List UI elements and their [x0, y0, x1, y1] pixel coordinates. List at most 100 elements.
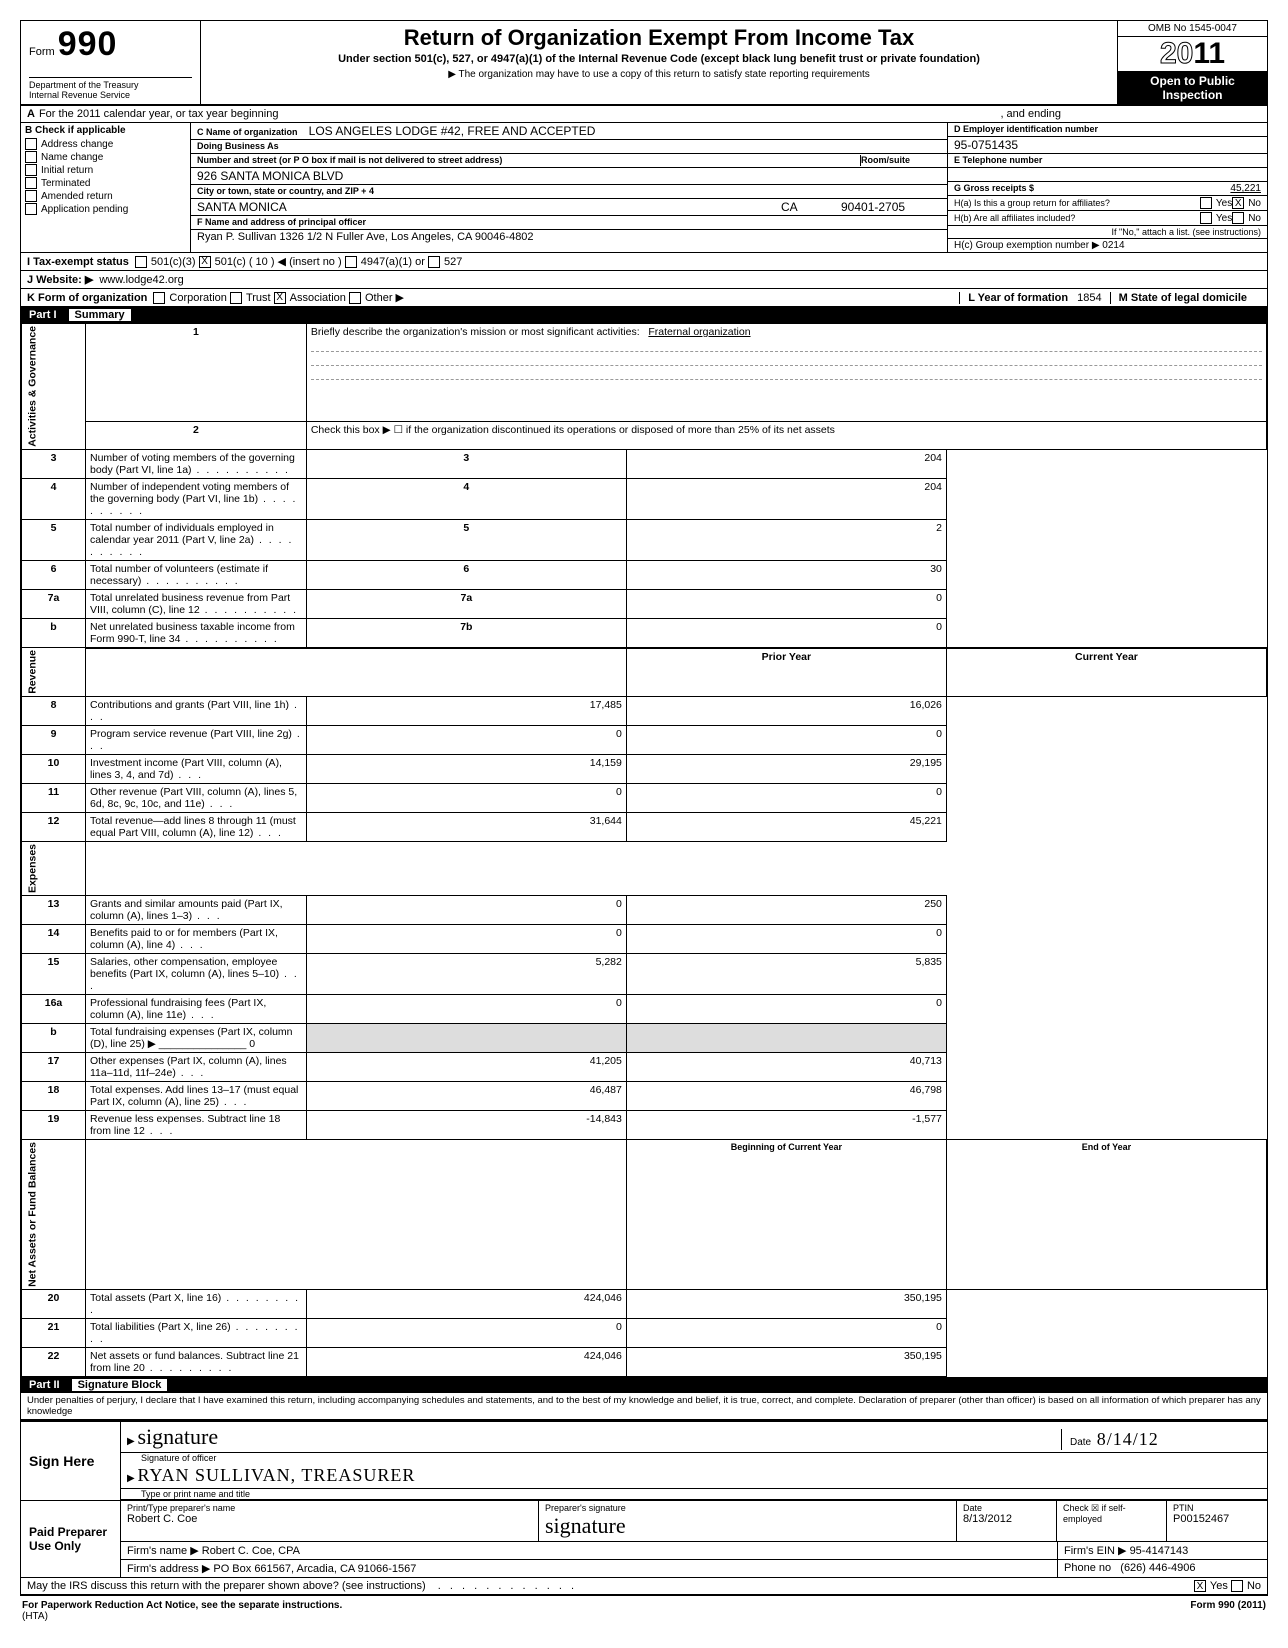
- year-formation: 1854: [1077, 292, 1101, 304]
- chk-assoc[interactable]: X: [274, 292, 286, 304]
- ptin-label: PTIN: [1173, 1503, 1261, 1513]
- typed-name-line: ▶ RYAN SULLIVAN, TREASURER: [121, 1463, 1267, 1489]
- hb-label: H(b) Are all affiliates included?: [954, 213, 1200, 223]
- ein: 95-0751435: [954, 138, 1018, 152]
- chk-501c[interactable]: X: [199, 256, 211, 268]
- ha-label: H(a) Is this a group return for affiliat…: [954, 198, 1200, 208]
- col-d: D Employer identification number 95-0751…: [947, 123, 1267, 252]
- no-lbl: No: [1248, 198, 1261, 209]
- prior-value: 0: [306, 726, 626, 755]
- prior-value: 0: [306, 925, 626, 954]
- checkbox[interactable]: [25, 138, 37, 150]
- line-2: Check this box ▶ ☐ if the organization d…: [306, 421, 1266, 449]
- current-value: 40,713: [626, 1053, 946, 1082]
- row-k: K Form of organization Corporation Trust…: [21, 289, 1267, 307]
- line-num: 5: [22, 519, 86, 560]
- prior-value: 31,644: [306, 813, 626, 842]
- checkbox[interactable]: [25, 151, 37, 163]
- date-label: Date: [1070, 1437, 1091, 1448]
- line-num: 19: [22, 1111, 86, 1140]
- ha-yes[interactable]: [1200, 197, 1212, 209]
- chk-trust[interactable]: [230, 292, 242, 304]
- checkbox[interactable]: [25, 177, 37, 189]
- prior-value: 5,282: [306, 954, 626, 995]
- yes-lbl: Yes: [1216, 198, 1232, 209]
- chk-corp[interactable]: [153, 292, 165, 304]
- checkbox-row: Amended return: [25, 190, 186, 202]
- discuss-text: May the IRS discuss this return with the…: [27, 1580, 426, 1592]
- checkbox[interactable]: [25, 190, 37, 202]
- omb-number: OMB No 1545-0047: [1118, 21, 1267, 37]
- chk-527[interactable]: [428, 256, 440, 268]
- room-label: Room/suite: [861, 155, 910, 165]
- firm-ein: 95-4147143: [1130, 1545, 1189, 1557]
- prior-value: 0: [306, 995, 626, 1024]
- sig-officer-label: Signature of officer: [121, 1453, 1267, 1463]
- chk-other[interactable]: [349, 292, 361, 304]
- hc: H(c) Group exemption number ▶ 0214: [948, 239, 1267, 252]
- sign-here-block: Sign Here ▶ signature Date 8/14/12 Signa…: [21, 1420, 1267, 1500]
- line-text: Contributions and grants (Part VIII, lin…: [86, 697, 307, 726]
- firm-addr-label: Firm's address ▶: [127, 1563, 210, 1575]
- row-a-label: A: [27, 108, 35, 120]
- current-value: -1,577: [626, 1111, 946, 1140]
- checkbox[interactable]: [25, 164, 37, 176]
- checkbox-label: Initial return: [41, 165, 93, 176]
- j-label: J Website: ▶: [27, 273, 93, 286]
- website: www.lodge42.org: [99, 274, 183, 286]
- opt-501c3: 501(c)(3): [151, 256, 196, 268]
- line-text: Total liabilities (Part X, line 26) . . …: [86, 1319, 307, 1348]
- part1-header: Part I Summary: [21, 307, 1267, 323]
- line-num: 21: [22, 1319, 86, 1348]
- paid-right: Print/Type preparer's name Robert C. Coe…: [121, 1501, 1267, 1577]
- line-box: 5: [306, 519, 626, 560]
- f-label: F Name and address of principal officer: [197, 217, 366, 227]
- side-activities: Activities & Governance: [22, 324, 86, 450]
- discuss-yes[interactable]: X: [1194, 1580, 1206, 1592]
- beg-value: 0: [306, 1319, 626, 1348]
- ptin: P00152467: [1173, 1513, 1261, 1525]
- hb-yes[interactable]: [1200, 212, 1212, 224]
- prior-value: 0: [306, 896, 626, 925]
- preparer-signature: signature: [545, 1513, 950, 1539]
- firm-ein-label: Firm's EIN ▶: [1064, 1545, 1127, 1557]
- checkbox[interactable]: [25, 203, 37, 215]
- line-num: b: [22, 1024, 86, 1053]
- opt-assoc: Association: [290, 292, 346, 304]
- row-a: A For the 2011 calendar year, or tax yea…: [21, 106, 1267, 123]
- firm-name: Robert C. Coe, CPA: [202, 1545, 300, 1557]
- line-value: 0: [626, 589, 946, 618]
- checkbox-row: Terminated: [25, 177, 186, 189]
- footer: For Paperwork Reduction Act Notice, see …: [20, 1596, 1268, 1626]
- line-text: Total unrelated business revenue from Pa…: [86, 589, 307, 618]
- firm-phone: (626) 446-4906: [1120, 1562, 1195, 1574]
- chk-4947[interactable]: [345, 256, 357, 268]
- ha-no[interactable]: X: [1232, 197, 1244, 209]
- form-subtitle: Under section 501(c), 527, or 4947(a)(1)…: [211, 53, 1107, 65]
- k-label: K Form of organization: [27, 292, 147, 304]
- typed-name: RYAN SULLIVAN, TREASURER: [137, 1465, 415, 1485]
- current-value: 0: [626, 726, 946, 755]
- officer: Ryan P. Sullivan 1326 1/2 N Fuller Ave, …: [197, 231, 534, 243]
- side-revenue: Revenue: [22, 648, 86, 697]
- row-a-text2: , and ending: [1000, 108, 1061, 120]
- tax-year: 2011: [1118, 37, 1267, 72]
- officer-signature: signature: [137, 1424, 218, 1449]
- col-b: B Check if applicable Address changeName…: [21, 123, 191, 252]
- hb-note: If "No," attach a list. (see instruction…: [948, 226, 1267, 239]
- row-j: J Website: ▶ www.lodge42.org: [21, 271, 1267, 289]
- hb-no[interactable]: [1232, 212, 1244, 224]
- discuss-no[interactable]: [1231, 1580, 1243, 1592]
- line-num: 6: [22, 560, 86, 589]
- d-label: D Employer identification number: [954, 124, 1098, 134]
- footer-left: For Paperwork Reduction Act Notice, see …: [22, 1600, 342, 1622]
- insert-no: ( 10 ) ◀ (insert no ): [249, 255, 342, 268]
- checkbox-row: Initial return: [25, 164, 186, 176]
- discuss-no-lbl: No: [1247, 1580, 1261, 1592]
- dba-label: Doing Business As: [197, 141, 279, 151]
- line-num: 1: [86, 324, 307, 422]
- line-num: 15: [22, 954, 86, 995]
- perjury-statement: Under penalties of perjury, I declare th…: [21, 1393, 1267, 1420]
- line-text: Other revenue (Part VIII, column (A), li…: [86, 784, 307, 813]
- chk-501c3[interactable]: [135, 256, 147, 268]
